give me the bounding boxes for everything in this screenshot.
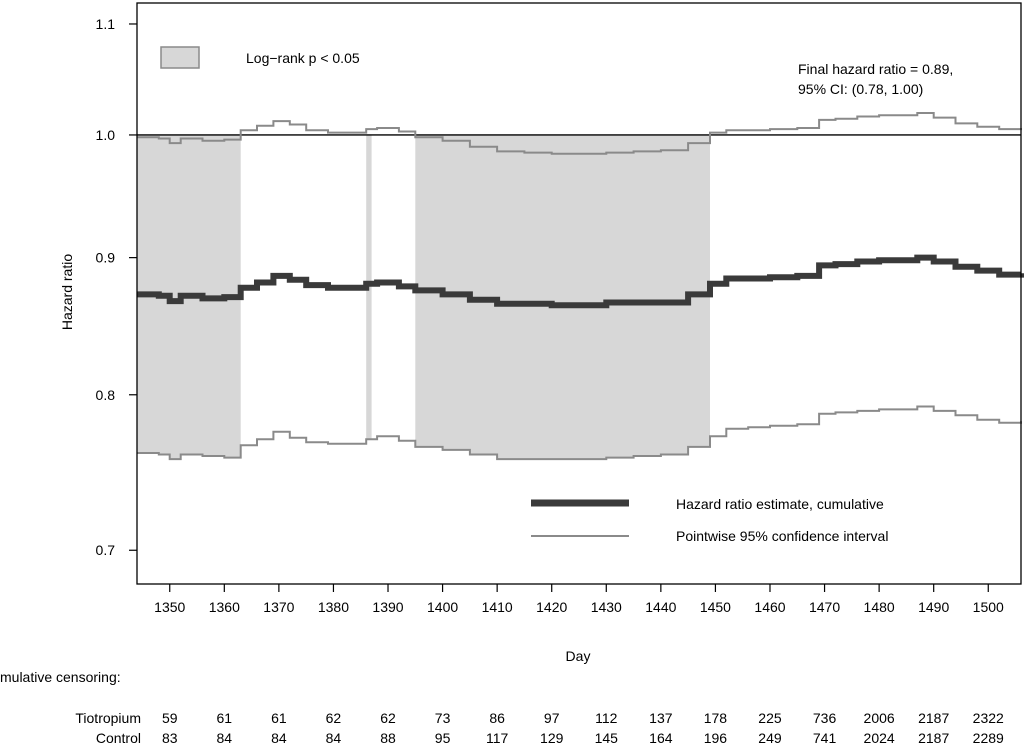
censoring-control-1470: 741	[813, 730, 837, 746]
x-tick-label-1450: 1450	[700, 599, 731, 615]
censoring-tiotropium-1420: 97	[544, 710, 560, 726]
censoring-control-1410: 117	[486, 730, 509, 746]
final-hr-annotation-line2: 95% CI: (0.78, 1.00)	[798, 81, 923, 97]
censoring-tiotropium-1490: 2187	[918, 710, 949, 726]
censoring-control-1360: 84	[217, 730, 233, 746]
y-tick-label-1: 1.0	[96, 127, 116, 143]
censoring-tiotropium-1500: 2322	[973, 710, 1004, 726]
x-tick-label-1440: 1440	[645, 599, 676, 615]
censoring-tiotropium-1460: 225	[758, 710, 782, 726]
x-tick-label-1390: 1390	[372, 599, 403, 615]
series-layer	[137, 112, 1024, 461]
final-hr-annotation-line1: Final hazard ratio = 0.89,	[798, 61, 953, 77]
censoring-tiotropium-1350: 59	[162, 710, 178, 726]
significance-legend-label: Log−rank p < 0.05	[246, 50, 360, 66]
x-axis-title: Day	[566, 648, 591, 664]
censoring-tiotropium-1360: 61	[217, 710, 233, 726]
x-tick-label-1400: 1400	[427, 599, 458, 615]
ci-lower-line	[137, 405, 1022, 461]
censoring-control-1460: 249	[758, 730, 782, 746]
x-tick-label-1470: 1470	[809, 599, 840, 615]
censoring-values: 59 61 61 62 62 73 86 97 112 137 178 225 736 2006 2187 2…	[162, 710, 1004, 746]
y-tick-label-0.9: 0.9	[96, 250, 116, 266]
y-tick-label-0.7: 0.7	[96, 542, 116, 558]
censoring-tiotropium-1370: 61	[271, 710, 287, 726]
censoring-control-1400: 95	[435, 730, 451, 746]
censoring-tiotropium-1470: 736	[813, 710, 837, 726]
censoring-tiotropium-1410: 86	[489, 710, 505, 726]
censoring-control-1420: 129	[540, 730, 564, 746]
censoring-tiotropium-1440: 137	[649, 710, 673, 726]
censoring-control-1490: 2187	[918, 730, 949, 746]
y-tick-label-0.8: 0.8	[96, 387, 116, 403]
censoring-tiotropium-1480: 2006	[864, 710, 895, 726]
x-tick-label-1370: 1370	[263, 599, 294, 615]
censoring-group-control-label: Control	[96, 730, 141, 746]
legend-label-ci: Pointwise 95% confidence interval	[676, 528, 888, 544]
x-tick-label-1380: 1380	[318, 599, 349, 615]
significance-legend-swatch	[160, 46, 200, 69]
plot-frame	[136, 2, 1022, 585]
censoring-tiotropium-1380: 62	[326, 710, 342, 726]
censoring-control-1450: 196	[704, 730, 728, 746]
censoring-tiotropium-1450: 178	[704, 710, 728, 726]
x-tick-label-1430: 1430	[591, 599, 622, 615]
censoring-title: mulative censoring:	[0, 669, 121, 685]
censoring-control-1480: 2024	[864, 730, 895, 746]
axes: 1350 1360 1370 1380 1390 1400 1410 1420 1430 1440…	[96, 2, 1022, 615]
x-tick-label-1500: 1500	[973, 599, 1004, 615]
x-tick-label-1490: 1490	[918, 599, 949, 615]
y-tick-label-1.1: 1.1	[96, 16, 116, 32]
x-tick-label-1360: 1360	[209, 599, 240, 615]
x-tick-label-1350: 1350	[154, 599, 185, 615]
censoring-tiotropium-1430: 112	[595, 710, 618, 726]
significance-region-3	[415, 135, 710, 460]
hazard-ratio-estimate-line	[137, 254, 1024, 309]
x-tick-label-1480: 1480	[864, 599, 895, 615]
censoring-control-1370: 84	[271, 730, 287, 746]
x-tick-label-1410: 1410	[482, 599, 513, 615]
censoring-control-1390: 88	[380, 730, 396, 746]
x-tick-label-1420: 1420	[536, 599, 567, 615]
censoring-control-1350: 83	[162, 730, 178, 746]
censoring-control-1430: 145	[595, 730, 619, 746]
censoring-group-tiotropium-label: Tiotropium	[75, 710, 141, 726]
x-tick-label-1460: 1460	[754, 599, 785, 615]
censoring-control-1440: 164	[649, 730, 673, 746]
ci-upper-line	[137, 112, 1022, 155]
censoring-tiotropium-1400: 73	[435, 710, 451, 726]
censoring-tiotropium-1390: 62	[380, 710, 396, 726]
censoring-control-1500: 2289	[973, 730, 1004, 746]
y-axis-title: Hazard ratio	[59, 254, 75, 330]
legend-label-estimate: Hazard ratio estimate, cumulative	[676, 496, 884, 512]
censoring-control-1380: 84	[326, 730, 342, 746]
